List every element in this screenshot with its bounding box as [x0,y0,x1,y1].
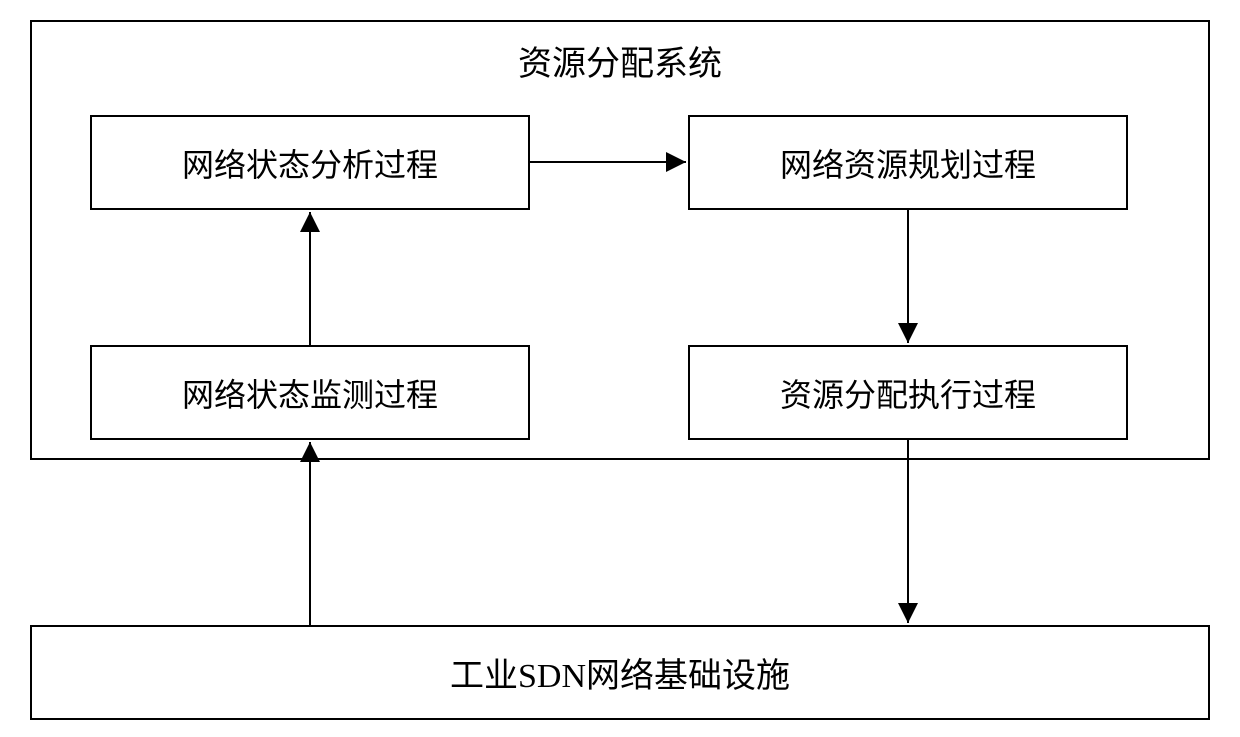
monitoring-label: 网络状态监测过程 [182,370,438,416]
resource-allocation-execution-process: 资源分配执行过程 [688,345,1128,440]
network-state-analysis-process: 网络状态分析过程 [90,115,530,210]
infrastructure-label: 工业SDN网络基础设施 [450,648,790,697]
network-resource-planning-process: 网络资源规划过程 [688,115,1128,210]
planning-label: 网络资源规划过程 [780,140,1036,186]
execution-label: 资源分配执行过程 [780,370,1036,416]
system-title: 资源分配系统 [32,36,1208,85]
analysis-label: 网络状态分析过程 [182,140,438,186]
network-state-monitoring-process: 网络状态监测过程 [90,345,530,440]
industrial-sdn-infrastructure: 工业SDN网络基础设施 [30,625,1210,720]
